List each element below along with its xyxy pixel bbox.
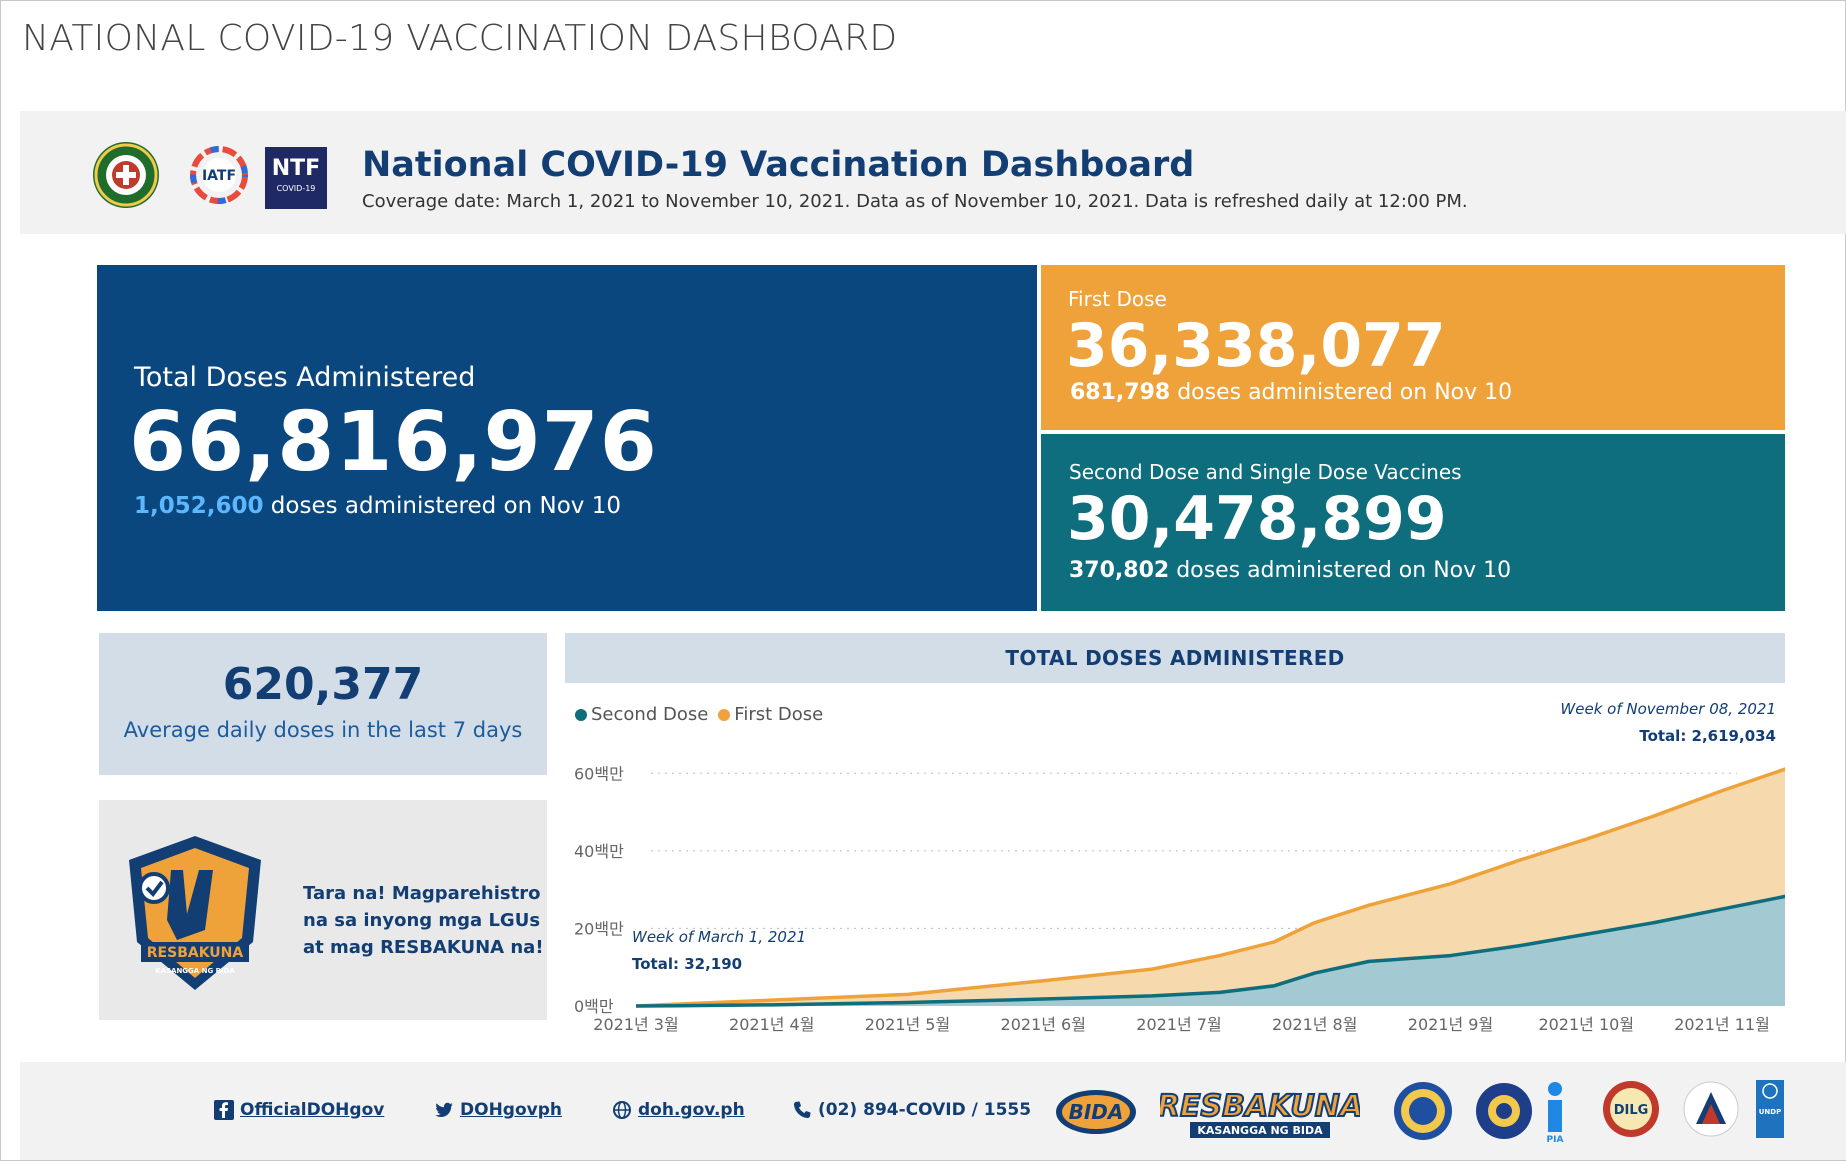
dashboard-header: IATF NTF COVID-19 National COVID-19 Vacc… — [20, 111, 1846, 234]
second-dose-card: Second Dose and Single Dose Vaccines 30,… — [1041, 434, 1785, 611]
promo-logo-sub: KASANGGA NG BIDA — [155, 967, 235, 975]
total-doses-card: Total Doses Administered 66,816,976 1,05… — [97, 265, 1037, 611]
x-tick-label: 2021년 3월 — [593, 1015, 678, 1034]
agency-seal-icon — [1683, 1081, 1739, 1137]
total-doses-daily: 1,052,600 doses administered on Nov 10 — [134, 493, 621, 519]
first-dose-value: 36,338,077 — [1066, 311, 1446, 381]
ntf-covid19-logo-icon: NTF COVID-19 — [265, 147, 327, 209]
facebook-link[interactable]: OfficialDOHgov — [214, 1100, 384, 1120]
annotation-latest-week-total: Total: 2,619,034 — [1639, 727, 1776, 745]
first-dose-label: First Dose — [1068, 287, 1167, 311]
promo-line-3: at mag RESBAKUNA na! — [303, 937, 544, 958]
x-tick-label: 2021년 4월 — [729, 1015, 814, 1034]
footer-resbakuna-text: RESBAKUNA — [1160, 1089, 1360, 1124]
legend-item-first-dose[interactable]: First Dose — [718, 704, 823, 725]
pia-logo-text: PIA — [1547, 1135, 1564, 1144]
legend-label: Second Dose — [591, 704, 709, 725]
second-dose-daily-value: 370,802 — [1069, 558, 1170, 583]
first-dose-card: First Dose 36,338,077 681,798 doses admi… — [1041, 265, 1785, 430]
annotation-latest-week-label: Week of November 08, 2021 — [1560, 700, 1776, 718]
website-link-text[interactable]: doh.gov.ph — [638, 1100, 745, 1120]
government-seal-icon — [1476, 1083, 1532, 1139]
coverage-note: Coverage date: March 1, 2021 to November… — [362, 191, 1468, 212]
twitter-link-text[interactable]: DOHgovph — [460, 1100, 562, 1120]
footer: OfficialDOHgov DOHgovph doh.gov.ph (02) … — [20, 1062, 1846, 1160]
dilg-logo-icon: DILG — [1603, 1081, 1659, 1137]
resbakuna-promo: RESBAKUNA KASANGGA NG BIDA Tara na! Magp… — [99, 800, 547, 1020]
ntf-logo-sub: COVID-19 — [276, 184, 316, 193]
hotline-text: (02) 894-COVID / 1555 — [818, 1100, 1032, 1120]
legend-swatch — [718, 708, 731, 721]
series-area-second-dose — [636, 896, 1785, 1006]
bida-logo-icon: BIDA — [1056, 1090, 1136, 1134]
legend-swatch — [575, 708, 587, 721]
y-tick-label: 40백만 — [574, 842, 624, 861]
annotation-latest-week: Week of November 08, 2021 Total: 2,619,0… — [1560, 696, 1776, 750]
series-area-first-dose — [636, 769, 1785, 1006]
first-dose-daily-value: 681,798 — [1070, 380, 1171, 405]
second-dose-daily: 370,802 doses administered on Nov 10 — [1069, 558, 1511, 583]
legend-label: First Dose — [734, 704, 824, 725]
series-line-first-dose — [635, 767, 1785, 1008]
total-doses-value: 66,816,976 — [129, 395, 658, 490]
promo-logo-text: RESBAKUNA — [147, 945, 244, 961]
total-doses-daily-text: doses administered on Nov 10 — [263, 493, 621, 519]
series-line-second-dose — [635, 894, 1785, 1008]
y-tick-label: 0백만 — [574, 997, 614, 1016]
promo-line-1: Tara na! Magparehistro — [303, 883, 541, 904]
total-doses-label: Total Doses Administered — [134, 362, 476, 393]
doh-seal-icon — [93, 142, 159, 208]
x-tick-label: 2021년 5월 — [865, 1015, 950, 1034]
x-tick-label: 2021년 10월 — [1538, 1015, 1634, 1034]
page-title: NATIONAL COVID-19 VACCINATION DASHBOARD — [22, 18, 898, 59]
total-doses-daily-value: 1,052,600 — [134, 493, 264, 519]
bida-logo-text: BIDA — [1069, 1100, 1124, 1124]
chart-title: TOTAL DOSES ADMINISTERED — [565, 633, 1785, 683]
average-daily-card: 620,377 Average daily doses in the last … — [99, 633, 547, 775]
x-tick-label: 2021년 6월 — [1001, 1015, 1086, 1034]
x-tick-label: 2021년 11월 — [1674, 1015, 1770, 1034]
footer-resbakuna-sub: KASANGGA NG BIDA — [1197, 1124, 1323, 1137]
facebook-icon — [214, 1100, 234, 1120]
website-link[interactable]: doh.gov.ph — [612, 1100, 745, 1120]
first-dose-daily-text: doses administered on Nov 10 — [1170, 380, 1513, 405]
legend-item-second-dose[interactable]: Second Dose — [575, 704, 708, 725]
dashboard-title: National COVID-19 Vaccination Dashboard — [362, 145, 1195, 185]
promo-message: Tara na! Magparehistro na sa inyong mga … — [303, 880, 544, 961]
second-dose-daily-text: doses administered on Nov 10 — [1169, 558, 1512, 583]
iatf-logo-icon: IATF — [190, 146, 248, 204]
pcoo-seal-icon — [1394, 1082, 1452, 1140]
resbakuna-badge-icon: RESBAKUNA KASANGGA NG BIDA — [129, 836, 261, 990]
annotation-first-week-total: Total: 32,190 — [632, 955, 743, 973]
chart-legend: Second Dose First Dose — [575, 704, 823, 725]
first-dose-daily: 681,798 doses administered on Nov 10 — [1070, 380, 1512, 405]
pia-logo-icon: PIA — [1547, 1082, 1564, 1144]
promo-line-2: na sa inyong mga LGUs — [303, 910, 541, 931]
svg-text:IATF: IATF — [202, 168, 236, 184]
resbakuna-logo-icon: RESBAKUNA KASANGGA NG BIDA — [1160, 1088, 1360, 1138]
annotation-first-week-label: Week of March 1, 2021 — [632, 928, 807, 946]
x-tick-label: 2021년 7월 — [1136, 1015, 1221, 1034]
x-tick-label: 2021년 9월 — [1408, 1015, 1493, 1034]
undp-logo-icon: UNDP — [1756, 1080, 1784, 1138]
y-tick-label: 20백만 — [574, 919, 624, 938]
twitter-icon — [435, 1102, 453, 1117]
dilg-logo-text: DILG — [1614, 1103, 1649, 1118]
average-daily-label: Average daily doses in the last 7 days — [123, 718, 523, 742]
globe-icon — [613, 1101, 631, 1119]
average-daily-value: 620,377 — [222, 659, 424, 710]
facebook-link-text[interactable]: OfficialDOHgov — [240, 1100, 385, 1120]
second-dose-label: Second Dose and Single Dose Vaccines — [1069, 460, 1462, 484]
twitter-link[interactable]: DOHgovph — [434, 1100, 562, 1120]
x-tick-label: 2021년 8월 — [1272, 1015, 1357, 1034]
phone-icon — [793, 1101, 811, 1119]
doses-area-chart: 0백만 20백만 40백만 60백만 2021년 3월 2021년 4월 2021년 5월 2… — [574, 764, 1785, 1034]
second-dose-value: 30,478,899 — [1067, 484, 1447, 554]
ntf-logo-text: NTF — [271, 156, 321, 181]
y-tick-label: 60백만 — [574, 764, 624, 783]
undp-logo-text: UNDP — [1759, 1108, 1781, 1116]
hotline: (02) 894-COVID / 1555 — [792, 1100, 1031, 1120]
annotation-first-week: Week of March 1, 2021 Total: 32,190 — [632, 924, 806, 978]
